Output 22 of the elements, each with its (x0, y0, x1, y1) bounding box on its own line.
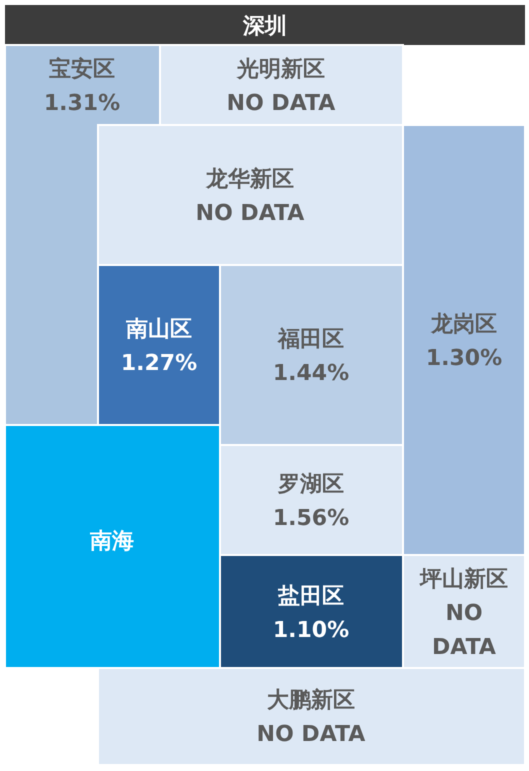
category-label: 南海 (89, 529, 134, 554)
category-label: 盐田区 (277, 584, 344, 609)
category-label: 宝安区 (49, 56, 115, 82)
category-label: 罗湖区 (277, 472, 344, 497)
data-label: 1.31% (44, 91, 120, 116)
data-label: NO DATA (196, 201, 304, 226)
category-label: 坪山新区 (419, 566, 508, 592)
category-label: 龙华新区 (205, 166, 294, 192)
data-label: 1.56% (272, 506, 350, 531)
data-label: NO DATA (256, 722, 366, 747)
data-label: 1.10% (272, 618, 350, 643)
data-label: 1.44% (272, 361, 350, 386)
category-label: 光明新区 (236, 56, 325, 82)
data-label: 1.30% (426, 346, 502, 371)
category-label: 龙岗区 (430, 312, 497, 337)
data-label: 1.27% (120, 351, 198, 376)
data-label: NO DATA (432, 601, 496, 660)
data-label: NO DATA (226, 91, 336, 116)
text: 深圳 (242, 14, 287, 39)
category-label: 大鹏新区 (267, 687, 355, 713)
category-label: 福田区 (277, 327, 344, 352)
category-label: 南山区 (125, 317, 192, 342)
